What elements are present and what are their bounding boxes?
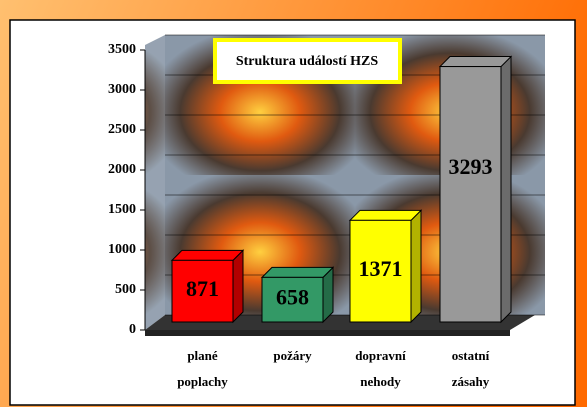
y-tick-label: 0 (129, 322, 136, 337)
data-label: 3293 (449, 154, 493, 179)
bar-top (350, 210, 421, 220)
y-tick-label: 2500 (108, 122, 136, 137)
bar-top (262, 267, 333, 277)
side-wall (145, 35, 165, 330)
bar-top (172, 250, 243, 260)
chart-title: Struktura událostí HZS (236, 54, 379, 69)
bar-top (440, 57, 511, 67)
data-label: 658 (276, 285, 309, 310)
bar-side (233, 250, 243, 322)
data-label: 1371 (359, 256, 403, 281)
x-tick-label: plané poplachy (168, 343, 238, 395)
y-tick-label: 1500 (108, 202, 136, 217)
bar-side (501, 57, 511, 322)
y-tick-label: 500 (115, 282, 136, 297)
y-tick-label: 3000 (108, 82, 136, 97)
y-tick-label: 3500 (108, 42, 136, 57)
data-label: 871 (186, 276, 219, 301)
x-tick-label: požáry (258, 343, 328, 369)
y-tick-label: 1000 (108, 242, 136, 257)
y-tick-label: 2000 (108, 162, 136, 177)
x-tick-label: dopravní nehody (346, 343, 416, 395)
floor-edge (145, 330, 510, 336)
bar (440, 67, 501, 322)
bar-side (411, 210, 421, 322)
page: 0 500 1000 1500 2000 2500 3000 3500 871 658 1371 32… (0, 0, 587, 407)
x-tick-label: ostatní zásahy (436, 343, 506, 395)
